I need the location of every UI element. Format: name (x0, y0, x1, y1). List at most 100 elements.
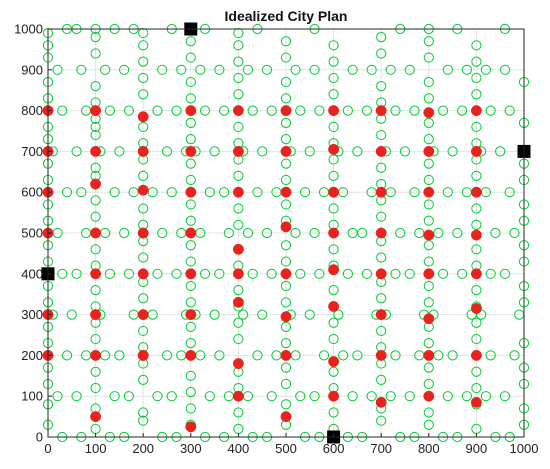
household-point (328, 40, 339, 51)
household-point (461, 391, 472, 402)
service-point (470, 396, 482, 408)
household-point (185, 174, 196, 186)
y-tick-label: 700 (21, 144, 43, 159)
household-point (290, 227, 301, 239)
household-point (233, 27, 244, 39)
household-point (90, 81, 101, 92)
household-point (166, 187, 177, 198)
household-point (309, 64, 320, 75)
service-point (185, 309, 197, 321)
household-point (299, 187, 311, 198)
x-tick-label: 500 (275, 441, 297, 456)
household-point (423, 52, 434, 63)
x-tick-label: 100 (85, 441, 107, 456)
household-point (52, 64, 63, 75)
household-point (185, 117, 196, 128)
service-point (280, 311, 292, 323)
household-point (123, 391, 135, 402)
service-point (232, 358, 244, 370)
service-point (137, 268, 149, 280)
household-point (138, 56, 149, 67)
household-point (423, 256, 434, 267)
household-point (471, 89, 482, 100)
household-point (61, 350, 73, 361)
household-point (185, 280, 196, 292)
service-point (137, 227, 149, 239)
household-point (171, 105, 182, 116)
service-point (470, 268, 482, 280)
household-point (376, 252, 387, 263)
household-point (495, 146, 506, 157)
service-point (232, 390, 244, 402)
household-point (76, 64, 87, 75)
household-point (328, 56, 339, 67)
household-point (233, 72, 244, 84)
household-point (76, 187, 87, 198)
household-point (138, 40, 149, 51)
household-point (423, 134, 434, 145)
household-point (257, 309, 268, 320)
household-point (423, 158, 434, 169)
service-point (90, 178, 102, 190)
household-point (471, 366, 482, 377)
household-point (366, 64, 377, 75)
service-point (328, 186, 340, 198)
household-point (242, 227, 254, 239)
household-point (138, 170, 149, 181)
household-point (457, 268, 468, 279)
household-point (409, 187, 420, 198)
household-point (485, 105, 496, 116)
service-point (328, 264, 340, 276)
household-point (504, 105, 515, 116)
household-point (328, 203, 339, 214)
household-point (499, 391, 511, 402)
household-point (404, 268, 415, 279)
y-tick-label: 1000 (14, 22, 43, 37)
service-point (423, 229, 435, 241)
y-tick-label: 800 (21, 103, 43, 118)
household-point (57, 105, 68, 116)
y-tick-label: 0 (36, 430, 43, 445)
household-point (328, 333, 339, 345)
service-point (280, 145, 292, 157)
service-point (375, 105, 387, 117)
household-point (233, 285, 244, 296)
household-point (490, 227, 501, 239)
household-point (185, 338, 196, 349)
household-point (314, 268, 325, 279)
service-point (280, 349, 292, 361)
household-point (447, 146, 458, 157)
household-point (280, 36, 292, 47)
household-point (138, 27, 149, 39)
household-point (404, 64, 415, 75)
household-point (119, 64, 130, 75)
household-point (157, 227, 168, 239)
household-point (280, 321, 292, 332)
household-point (376, 162, 387, 173)
household-point (280, 134, 292, 145)
household-point (90, 333, 101, 345)
household-point (376, 211, 387, 222)
x-tick-label: 400 (228, 441, 250, 456)
household-point (90, 285, 101, 296)
household-point (423, 378, 434, 390)
household-point (376, 129, 387, 141)
household-point (280, 378, 292, 390)
household-point (314, 105, 325, 116)
y-axis: 0 100 200 300 400 500 600 700 800 900 1000 (14, 22, 52, 445)
service-point (232, 105, 244, 117)
service-point (137, 309, 149, 321)
household-point (123, 105, 135, 116)
household-point (90, 211, 101, 222)
household-point (185, 52, 196, 63)
household-point (423, 297, 434, 308)
household-point (204, 187, 215, 198)
household-point (233, 333, 244, 345)
household-point (280, 93, 292, 104)
service-point (375, 227, 387, 239)
household-point (309, 227, 320, 239)
service-point (232, 268, 244, 280)
household-point (138, 293, 149, 304)
service-point (375, 309, 387, 321)
household-point (328, 244, 339, 255)
